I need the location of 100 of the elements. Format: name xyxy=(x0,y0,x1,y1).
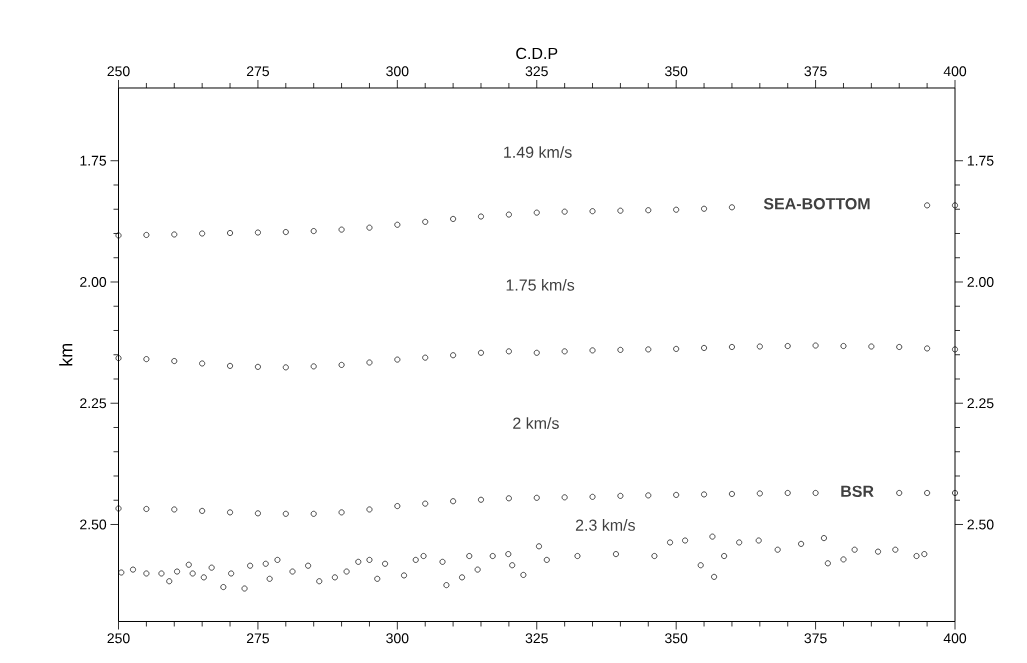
point xyxy=(784,490,791,496)
point xyxy=(561,208,568,215)
point xyxy=(924,490,931,496)
point xyxy=(227,230,233,236)
x-tick-label: 300 xyxy=(386,66,409,77)
annotation: BSR xyxy=(841,485,874,497)
point xyxy=(143,506,150,512)
point xyxy=(784,343,791,349)
point xyxy=(645,492,652,499)
y2-tick-label: 2.50 xyxy=(967,519,994,530)
point xyxy=(143,232,150,238)
point xyxy=(701,205,707,212)
point xyxy=(254,510,261,517)
annotation: 2.3 km/s xyxy=(575,519,635,531)
annotation: SEA-BOTTOM xyxy=(763,198,870,210)
point xyxy=(199,360,206,367)
point xyxy=(728,490,735,497)
point xyxy=(533,494,540,501)
point xyxy=(952,346,958,353)
point xyxy=(422,500,429,507)
point xyxy=(422,354,429,361)
point xyxy=(254,229,261,236)
point xyxy=(645,207,652,214)
x-tick-label: 275 xyxy=(246,66,270,77)
point xyxy=(756,490,763,497)
x-tick-label: 400 xyxy=(943,66,967,77)
point xyxy=(589,208,596,215)
point xyxy=(589,347,596,354)
point xyxy=(450,215,457,222)
x2-tick-label: 325 xyxy=(525,633,548,644)
point xyxy=(171,358,178,364)
point xyxy=(143,356,150,363)
point xyxy=(645,346,652,353)
point xyxy=(701,491,707,498)
point xyxy=(366,224,373,231)
point xyxy=(310,228,317,235)
x2-tick-label: 400 xyxy=(943,633,967,644)
x-tick-label: 350 xyxy=(665,66,688,77)
point xyxy=(673,206,680,213)
point xyxy=(812,342,819,349)
x2-tick-label: 300 xyxy=(386,633,409,644)
point xyxy=(505,495,512,502)
point xyxy=(617,492,624,499)
point xyxy=(589,493,596,500)
point xyxy=(924,202,931,209)
y-tick-label: 2.50 xyxy=(80,519,107,530)
point xyxy=(673,345,680,352)
point xyxy=(338,226,345,233)
x-tick-label: 250 xyxy=(107,66,130,77)
point xyxy=(952,490,958,496)
point xyxy=(952,202,958,209)
x2-tick-label: 375 xyxy=(804,633,827,644)
point xyxy=(505,348,512,355)
y2-tick-label: 1.75 xyxy=(967,155,994,166)
x2-tick-label: 350 xyxy=(665,633,688,644)
y-tick-label: 2.00 xyxy=(80,277,107,287)
point xyxy=(533,209,540,216)
x2-axis-title: C.D.P xyxy=(516,47,558,60)
point xyxy=(478,349,484,356)
point xyxy=(617,207,624,214)
x-tick-label: 375 xyxy=(804,66,827,77)
x-tick-label: 325 xyxy=(525,66,548,77)
point xyxy=(282,510,289,517)
point xyxy=(227,509,233,516)
point xyxy=(282,364,289,371)
x2-tick-label: 275 xyxy=(246,633,270,644)
point xyxy=(338,509,345,516)
y-axis-title: km xyxy=(59,343,73,366)
point xyxy=(924,345,931,352)
point xyxy=(478,496,484,503)
point xyxy=(171,506,178,513)
y2-tick-label: 2.00 xyxy=(967,277,994,287)
point xyxy=(366,359,373,366)
point xyxy=(422,218,429,225)
point xyxy=(561,348,568,355)
point xyxy=(199,230,206,237)
point xyxy=(561,494,568,501)
point xyxy=(394,356,401,363)
point xyxy=(617,346,624,353)
point xyxy=(505,211,512,218)
point xyxy=(115,355,122,362)
x2-tick-label: 250 xyxy=(107,633,130,644)
point xyxy=(673,491,680,498)
point xyxy=(896,490,903,496)
annotation: 2 km/s xyxy=(513,417,559,429)
y2-tick-label: 2.25 xyxy=(967,398,994,409)
point xyxy=(310,510,317,517)
point xyxy=(533,349,540,356)
point xyxy=(171,231,178,238)
point xyxy=(394,503,401,510)
point xyxy=(115,505,122,512)
point xyxy=(227,362,233,369)
point xyxy=(728,344,735,350)
point xyxy=(450,498,457,505)
point xyxy=(338,361,345,368)
point xyxy=(394,221,401,228)
point xyxy=(310,363,317,370)
point xyxy=(756,343,763,350)
point xyxy=(282,229,289,235)
point xyxy=(868,343,875,350)
